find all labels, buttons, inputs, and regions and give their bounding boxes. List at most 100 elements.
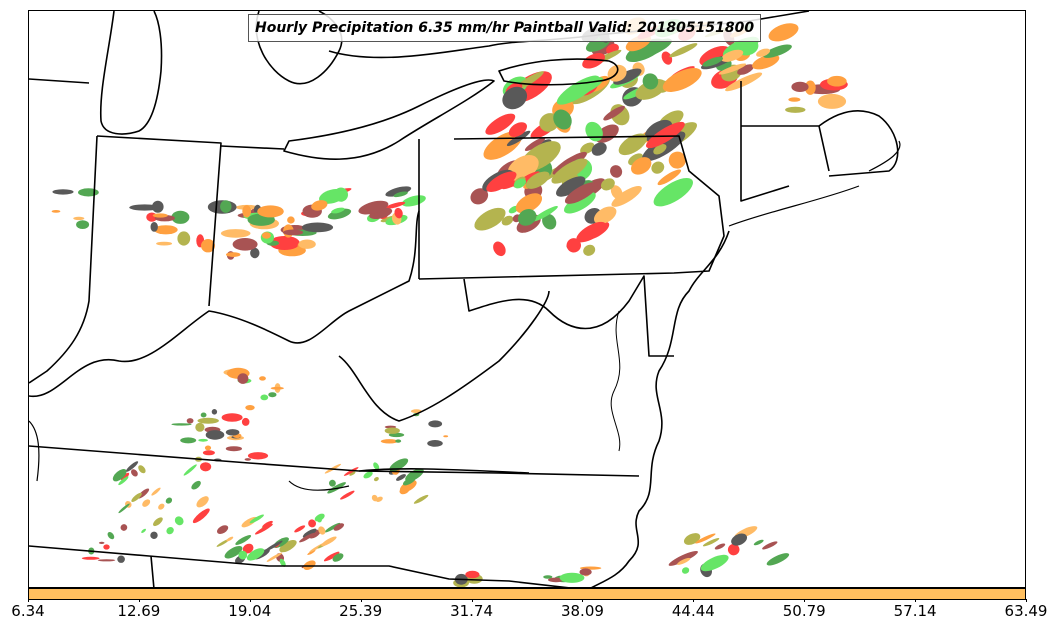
precip-blob bbox=[171, 210, 190, 224]
precip-blob bbox=[153, 225, 178, 235]
precip-blob bbox=[559, 572, 585, 583]
precip-blob bbox=[152, 213, 168, 218]
precip-blob bbox=[380, 439, 398, 444]
precip-blob bbox=[763, 44, 792, 58]
colorbar-tick-label: 57.14 bbox=[893, 602, 937, 620]
precip-blob bbox=[279, 539, 297, 553]
precip-blob bbox=[250, 247, 260, 259]
precip-blob bbox=[502, 86, 528, 110]
colorbar-tick-mark bbox=[249, 599, 251, 602]
precip-blob bbox=[683, 533, 701, 545]
precip-blob bbox=[221, 413, 243, 422]
precip-blob bbox=[225, 446, 242, 452]
precip-blob bbox=[465, 570, 480, 579]
precip-blob bbox=[485, 113, 516, 135]
precip-blob bbox=[282, 229, 304, 236]
precip-blob bbox=[653, 177, 693, 207]
precip-blob bbox=[651, 161, 665, 174]
precip-blob bbox=[668, 550, 698, 566]
precip-blob bbox=[501, 215, 514, 226]
precip-blob bbox=[727, 543, 740, 556]
precip-blob bbox=[631, 157, 652, 175]
precip-blob bbox=[97, 559, 116, 562]
precip-blob bbox=[81, 556, 100, 560]
long-island bbox=[728, 185, 860, 227]
precip-blob bbox=[241, 417, 250, 426]
precip-blob bbox=[618, 133, 647, 156]
precip-blob bbox=[270, 386, 284, 390]
colorbar-tick-label: 38.09 bbox=[560, 602, 604, 620]
precip-blob bbox=[402, 476, 416, 486]
precip-blob bbox=[186, 418, 194, 424]
precip-blob bbox=[245, 405, 255, 411]
state-line-tennessee-south bbox=[29, 545, 569, 587]
precip-blob bbox=[76, 220, 90, 230]
precip-blob bbox=[766, 553, 790, 566]
precip-blob bbox=[681, 567, 690, 574]
precip-blob bbox=[721, 49, 744, 62]
precip-blob bbox=[298, 239, 316, 249]
precip-blob bbox=[211, 409, 218, 415]
precip-blob bbox=[314, 513, 325, 522]
precip-blob bbox=[373, 462, 380, 470]
precip-blob bbox=[385, 201, 406, 209]
colorbar-tick-label: 44.44 bbox=[671, 602, 715, 620]
precip-blob bbox=[279, 558, 286, 567]
precip-blob bbox=[299, 532, 315, 543]
precip-blob bbox=[247, 452, 269, 460]
precip-blob bbox=[226, 536, 234, 542]
precip-blob bbox=[103, 544, 110, 550]
precip-blob bbox=[393, 191, 408, 198]
precip-blob bbox=[254, 523, 273, 535]
precip-blob bbox=[287, 216, 295, 224]
precip-blob bbox=[542, 213, 557, 230]
precip-blob bbox=[259, 376, 266, 381]
precip-blob bbox=[264, 540, 283, 552]
state-line-west-virginia bbox=[338, 290, 550, 422]
precip-blob bbox=[580, 142, 595, 155]
precip-blob bbox=[324, 522, 341, 533]
precip-blob bbox=[638, 38, 672, 58]
precip-blob bbox=[817, 93, 847, 109]
precip-blob bbox=[731, 533, 748, 546]
state-line-virginia-northcarolina bbox=[358, 468, 530, 474]
cape-cod bbox=[868, 140, 901, 172]
precip-blob bbox=[318, 526, 326, 535]
chesapeake-bay bbox=[610, 310, 621, 452]
precip-blob bbox=[384, 427, 400, 434]
precip-blob bbox=[196, 496, 209, 508]
map-title: Hourly Precipitation 6.35 mm/hr Paintbal… bbox=[248, 14, 762, 42]
map-panel bbox=[28, 10, 1026, 588]
precip-blob bbox=[216, 538, 230, 547]
precip-blob bbox=[657, 169, 682, 186]
precip-blob bbox=[515, 193, 543, 214]
precip-blob bbox=[513, 178, 526, 189]
precip-blob bbox=[363, 471, 373, 479]
precip-blob bbox=[695, 533, 716, 544]
precip-blob bbox=[257, 205, 284, 218]
precip-blob bbox=[226, 252, 241, 257]
precip-blob bbox=[166, 526, 174, 535]
precip-blob bbox=[142, 499, 151, 507]
precip-blob bbox=[564, 191, 596, 214]
precip-blob bbox=[260, 394, 269, 401]
precip-blob bbox=[266, 552, 283, 562]
precip-blob bbox=[702, 538, 720, 547]
state-line-indiana-ohio bbox=[96, 135, 222, 307]
precip-blob bbox=[117, 555, 125, 563]
precip-blob bbox=[269, 236, 300, 250]
precip-blob bbox=[220, 229, 251, 238]
precip-blob bbox=[294, 525, 306, 533]
precip-blob bbox=[579, 568, 592, 576]
precip-blob bbox=[268, 392, 277, 398]
precip-blob bbox=[201, 239, 215, 253]
precip-blob bbox=[262, 520, 273, 528]
precip-blob bbox=[553, 109, 572, 130]
precip-blob bbox=[141, 528, 146, 534]
precip-blob bbox=[396, 474, 406, 481]
precip-blob bbox=[301, 222, 334, 233]
precip-blob bbox=[333, 187, 349, 202]
precip-blob bbox=[756, 48, 771, 57]
precip-blob bbox=[737, 64, 754, 75]
colorbar-tick-label: 63.49 bbox=[1004, 602, 1048, 620]
